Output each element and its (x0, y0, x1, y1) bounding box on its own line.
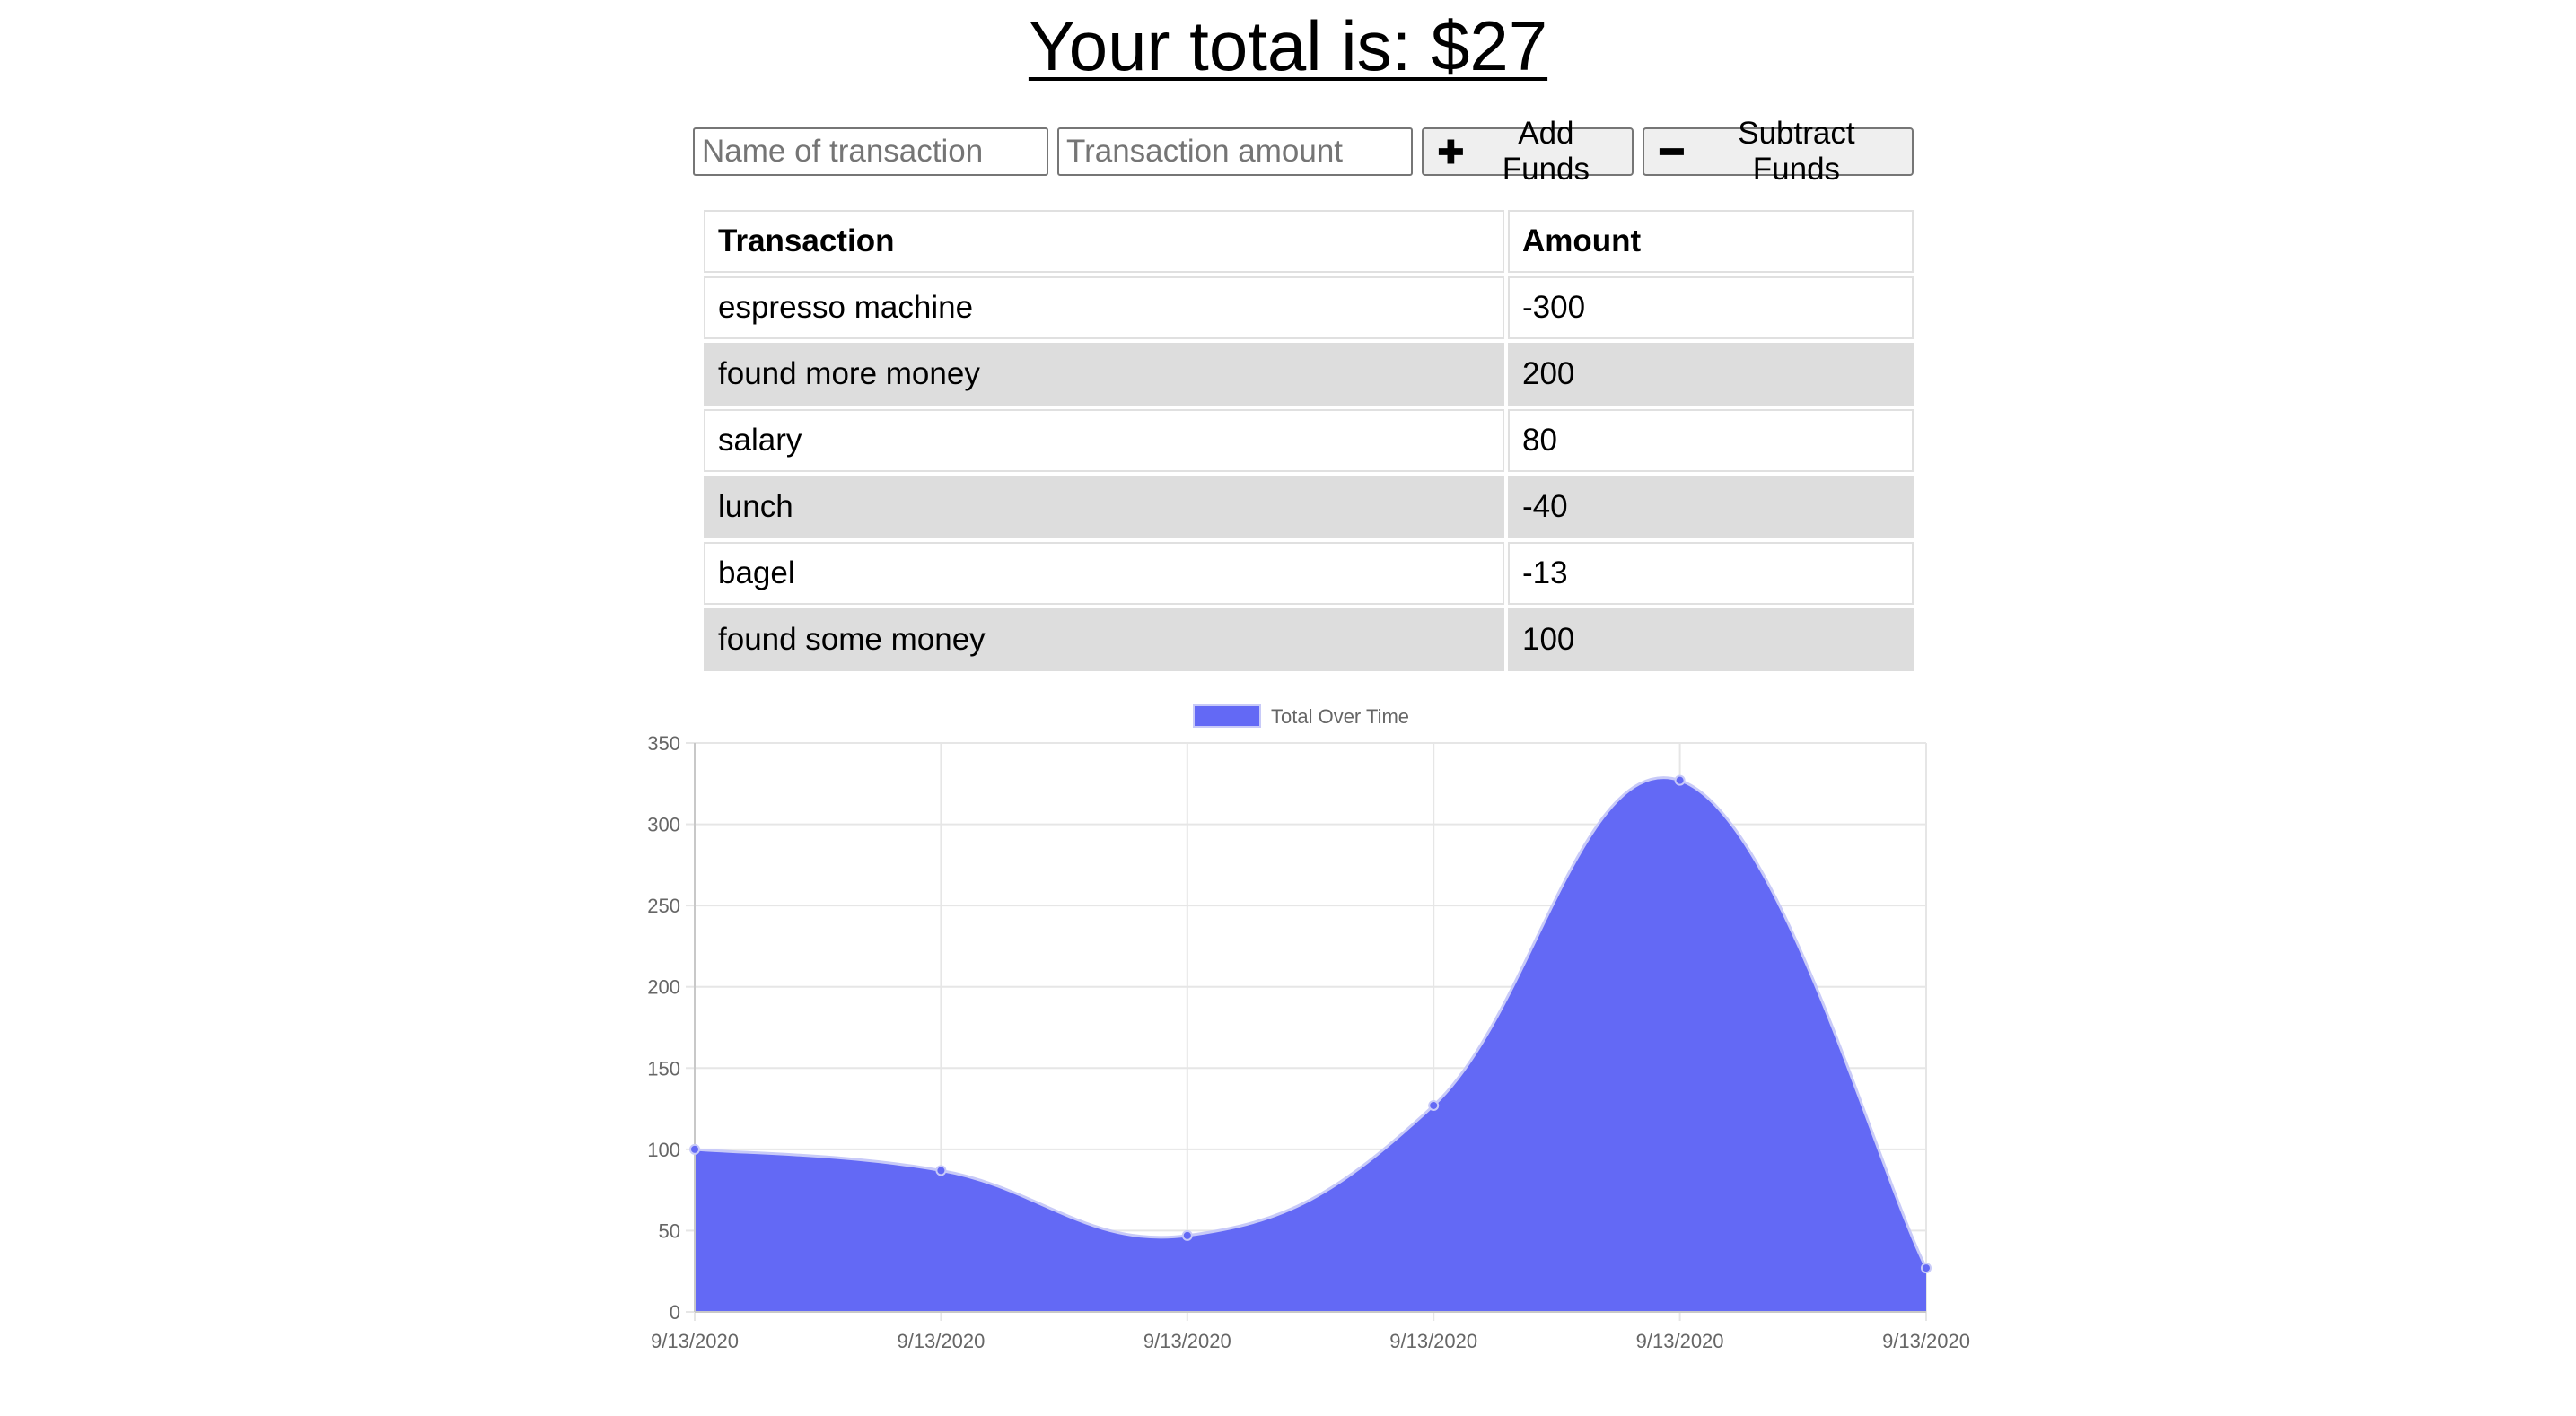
table-row: bagel -13 (704, 542, 1914, 605)
table-row: lunch -40 (704, 476, 1914, 538)
transaction-amount: -13 (1508, 542, 1914, 605)
table-row: salary 80 (704, 409, 1914, 472)
x-tick-label: 9/13/2020 (897, 1330, 985, 1352)
transaction-name: salary (704, 409, 1504, 472)
data-point (1181, 1229, 1193, 1241)
transaction-amount-input[interactable] (1057, 127, 1413, 176)
transaction-name: bagel (704, 542, 1504, 605)
total-over-time-chart: 0 50 100 150 200 250 300 350 9/13/2020 9/13/2020 9… (619, 700, 1984, 1382)
transaction-name: lunch (704, 476, 1504, 538)
x-tick-label: 9/13/2020 (1143, 1330, 1231, 1352)
x-tick-label: 9/13/2020 (1389, 1330, 1477, 1352)
y-tick-label: 150 (647, 1057, 680, 1079)
y-tick-label: 100 (647, 1139, 680, 1161)
x-tick-label: 9/13/2020 (1636, 1330, 1724, 1352)
subtract-funds-label: Subtract Funds (1738, 116, 1855, 187)
header-transaction: Transaction (704, 210, 1504, 273)
data-point (935, 1165, 947, 1176)
y-tick-label: 350 (647, 732, 680, 755)
subtract-funds-button[interactable]: Subtract Funds (1643, 116, 1914, 187)
table-row: found more money 200 (704, 343, 1914, 406)
header-amount: Amount (1508, 210, 1914, 273)
add-funds-button[interactable]: Add Funds (1422, 116, 1634, 187)
transaction-name: found some money (704, 608, 1504, 671)
table-row: espresso machine -300 (704, 276, 1914, 339)
total-text: Your total is: $27 (1028, 6, 1548, 85)
transaction-amount: 200 (1508, 343, 1914, 406)
transaction-amount: 80 (1508, 409, 1914, 472)
transaction-form: Add Funds Subtract Funds (693, 116, 1914, 187)
data-point (1428, 1099, 1440, 1111)
transactions-table: Transaction Amount espresso machine -300… (700, 206, 1917, 675)
data-point (1674, 774, 1686, 786)
data-point (689, 1143, 700, 1155)
total-heading: Your total is: $27 (0, 5, 2576, 86)
transaction-name: found more money (704, 343, 1504, 406)
transaction-amount: 100 (1508, 608, 1914, 671)
x-tick-label: 9/13/2020 (651, 1330, 739, 1352)
table-header-row: Transaction Amount (704, 210, 1914, 273)
data-point (1921, 1263, 1932, 1274)
x-tick-label: 9/13/2020 (1882, 1330, 1970, 1352)
y-tick-label: 250 (647, 895, 680, 917)
legend-swatch (1193, 704, 1261, 728)
series-area (695, 777, 1926, 1312)
add-funds-label: Add Funds (1502, 116, 1590, 187)
y-tick-label: 50 (659, 1219, 680, 1242)
transaction-amount: -300 (1508, 276, 1914, 339)
transaction-name: espresso machine (704, 276, 1504, 339)
chart-svg: 0 50 100 150 200 250 300 350 9/13/2020 9/13/2020 9… (647, 704, 1970, 1352)
y-tick-label: 200 (647, 976, 680, 999)
y-tick-label: 300 (647, 814, 680, 836)
plus-icon (1438, 139, 1463, 164)
minus-icon (1659, 148, 1684, 155)
transaction-name-input[interactable] (693, 127, 1048, 176)
y-tick-label: 0 (670, 1301, 680, 1324)
legend-label: Total Over Time (1271, 705, 1409, 728)
table-row: found some money 100 (704, 608, 1914, 671)
transaction-amount: -40 (1508, 476, 1914, 538)
